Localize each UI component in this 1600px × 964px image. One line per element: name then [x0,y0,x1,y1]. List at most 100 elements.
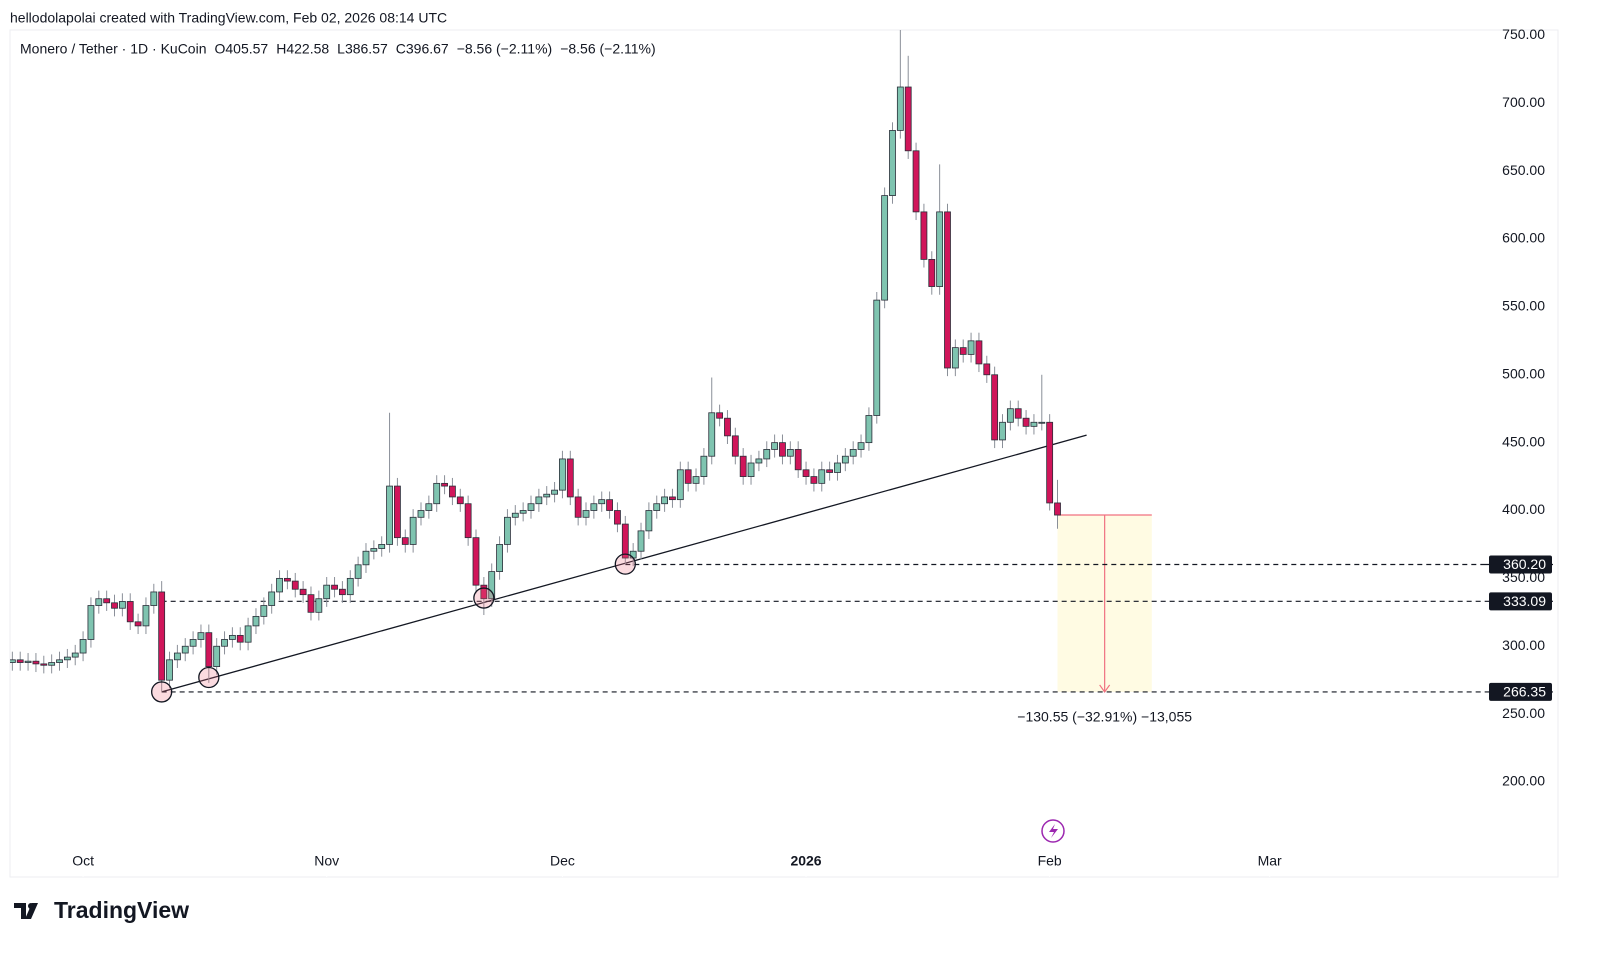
candle-body [645,510,653,532]
candle-body [103,598,111,604]
candle-body [739,455,747,477]
symbol: Monero / Tether · 1D · KuCoin [20,41,207,57]
candle-body [276,577,283,593]
candle-body [260,605,268,617]
y-tick-label: 200.00 [1502,773,1545,789]
candle-body [669,496,676,501]
level-tag [1489,682,1552,701]
frame [9,29,1559,878]
candle-body [975,340,983,365]
low-marker [473,587,495,609]
candle-body [519,510,527,514]
candle-body [118,601,126,609]
event-icon [1041,819,1065,843]
candle-body [331,584,338,590]
candle-body [951,347,959,369]
x-tick-label: Feb [1038,853,1062,869]
candle-body [425,503,433,511]
level-tag [1489,555,1552,574]
candle-body [1006,408,1014,423]
candle-body [472,537,480,586]
brand: TradingView [54,897,189,923]
candle-body [40,663,48,666]
candle-body [873,299,881,416]
level-label: 333.09 [1503,593,1546,609]
candle-body [912,150,920,213]
candle-body [24,660,32,663]
candle-body [504,516,511,545]
candle-body [236,634,244,643]
candle-body [1046,421,1054,504]
candle-body [794,449,802,471]
candle-body [661,496,668,505]
candle-body [708,412,716,457]
candle-body [1022,417,1030,427]
candle-body [370,548,378,552]
ohlc-label: −8.56 (−2.11%) [560,41,655,57]
candle-body [676,469,684,501]
candle-body [228,634,236,640]
y-tick-label: 600.00 [1502,230,1545,246]
header: hellodolapolai created with TradingView.… [10,10,447,26]
candle-body [904,86,912,152]
candle-body [63,656,71,661]
low-marker [198,666,220,689]
candle-body [574,496,582,518]
candle-body [598,499,606,505]
candle-body [205,632,213,668]
candle-body [32,660,40,665]
candle-body [71,652,79,658]
trend-line [161,434,1087,693]
candle-body [456,496,464,505]
candle-body [731,435,739,457]
candle-body [700,455,708,477]
candle-body [991,374,999,441]
ohlc-label: −8.56 (−2.11%) [457,41,552,57]
y-tick-label: 450.00 [1502,433,1545,449]
x-tick-label: 2026 [790,853,821,869]
candle-body [126,601,134,623]
candle-body [755,458,763,464]
brand-logo: TradingView [14,897,189,923]
candle-body [394,485,401,539]
candle-body [378,544,386,549]
candle-body [221,639,228,647]
candle-body [802,469,810,477]
ohlc-label: C396.67 [396,41,449,57]
candle-body [386,485,393,545]
ohlc-label: H422.58 [276,41,329,57]
x-tick-label: Mar [1258,853,1282,869]
y-tick-label: 500.00 [1502,365,1545,381]
candle-body [692,476,700,484]
candle-body [1030,421,1038,427]
candle-body [551,489,558,495]
candle-body [480,584,488,600]
candle-body [441,482,448,487]
candle-body [771,442,779,450]
x-tick-label: Dec [550,853,575,869]
candle-body [653,503,661,511]
candle-body [95,598,103,606]
candle-body [142,605,150,627]
candle-body [614,510,621,525]
candle-body [684,469,692,484]
candle-body [417,510,425,518]
candle-body [79,639,87,654]
candle-body [786,449,794,457]
candle-body [449,485,456,498]
candle-body [747,462,755,477]
candle-body [543,493,551,498]
candle-body [637,530,645,552]
candle-body [433,482,441,505]
candle-body [724,417,731,437]
candle-body [920,211,928,260]
candle-body [936,211,944,287]
candle-body [346,577,354,596]
candle-body [362,550,370,566]
candle-body [566,458,574,498]
candle-body [291,580,299,590]
x-tick-label: Nov [314,853,339,869]
candle-body [1054,502,1061,516]
candle-body [849,449,857,457]
candle-body [818,469,826,484]
